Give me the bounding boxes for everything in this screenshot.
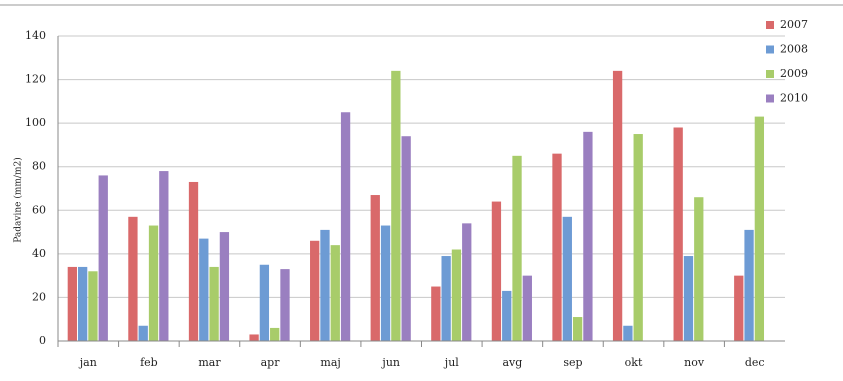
bar bbox=[522, 275, 532, 341]
bar bbox=[280, 269, 290, 341]
x-tick-label: dec bbox=[745, 356, 765, 369]
bar bbox=[451, 249, 462, 341]
legend-label: 2008 bbox=[780, 43, 808, 56]
bar bbox=[380, 225, 391, 341]
x-tick-label: apr bbox=[261, 356, 281, 369]
legend-swatch bbox=[766, 45, 774, 54]
bar bbox=[612, 70, 623, 341]
bar bbox=[502, 290, 512, 341]
bar bbox=[754, 116, 765, 341]
bar bbox=[734, 275, 744, 341]
bar bbox=[562, 216, 572, 341]
bar bbox=[370, 195, 380, 341]
x-tick-label: sep bbox=[563, 356, 582, 369]
bar bbox=[441, 256, 451, 341]
bar bbox=[694, 197, 704, 341]
bar bbox=[683, 256, 694, 341]
legend-swatch bbox=[766, 21, 774, 29]
bar bbox=[340, 112, 351, 341]
y-tick-label: 60 bbox=[32, 203, 46, 216]
bar bbox=[583, 131, 593, 341]
x-tick-label: nov bbox=[684, 356, 705, 369]
y-tick-label: 0 bbox=[39, 334, 46, 347]
x-tick-label: avg bbox=[502, 356, 522, 369]
bar bbox=[88, 271, 98, 341]
bar bbox=[633, 134, 643, 341]
bar bbox=[512, 155, 522, 341]
y-tick-label: 40 bbox=[32, 247, 46, 260]
legend-label: 2010 bbox=[780, 92, 808, 105]
bar bbox=[673, 127, 683, 341]
bar bbox=[148, 225, 159, 341]
bar bbox=[138, 325, 148, 341]
bar bbox=[320, 229, 330, 341]
bar bbox=[552, 153, 562, 341]
legend-swatch bbox=[766, 70, 774, 78]
bar bbox=[259, 264, 270, 341]
bar bbox=[744, 229, 754, 341]
bar bbox=[159, 171, 169, 341]
bar bbox=[128, 216, 138, 341]
bar bbox=[219, 232, 230, 341]
x-tick-label: mar bbox=[198, 356, 221, 369]
y-tick-label: 140 bbox=[25, 29, 46, 42]
x-tick-label: feb bbox=[140, 356, 158, 369]
bar bbox=[249, 334, 259, 341]
y-tick-label: 80 bbox=[32, 160, 46, 173]
bar bbox=[572, 317, 583, 341]
y-tick-label: 20 bbox=[32, 290, 46, 303]
bar bbox=[623, 325, 633, 341]
bar bbox=[310, 240, 320, 341]
y-tick-label: 120 bbox=[25, 73, 46, 86]
bar bbox=[209, 266, 219, 341]
legend-label: 2007 bbox=[780, 18, 808, 31]
bar bbox=[98, 175, 108, 341]
legend-label: 2009 bbox=[780, 67, 808, 80]
x-tick-label: jan bbox=[78, 356, 97, 369]
bar bbox=[199, 238, 209, 341]
bar bbox=[491, 201, 502, 341]
bar bbox=[391, 70, 401, 341]
bar bbox=[270, 327, 280, 341]
legend-swatch bbox=[766, 94, 774, 103]
bar bbox=[77, 266, 88, 341]
x-tick-label: maj bbox=[320, 356, 340, 369]
x-tick-label: jun bbox=[380, 356, 400, 369]
x-tick-label: okt bbox=[625, 356, 643, 369]
x-tick-label: jul bbox=[443, 356, 459, 369]
y-axis-label: Padavine (mm/m2) bbox=[13, 157, 24, 242]
bar bbox=[431, 286, 441, 341]
bar bbox=[462, 223, 472, 341]
bar bbox=[67, 266, 77, 341]
bar bbox=[188, 181, 199, 341]
bar bbox=[330, 245, 340, 341]
bar bbox=[401, 136, 411, 341]
y-tick-label: 100 bbox=[25, 116, 46, 129]
